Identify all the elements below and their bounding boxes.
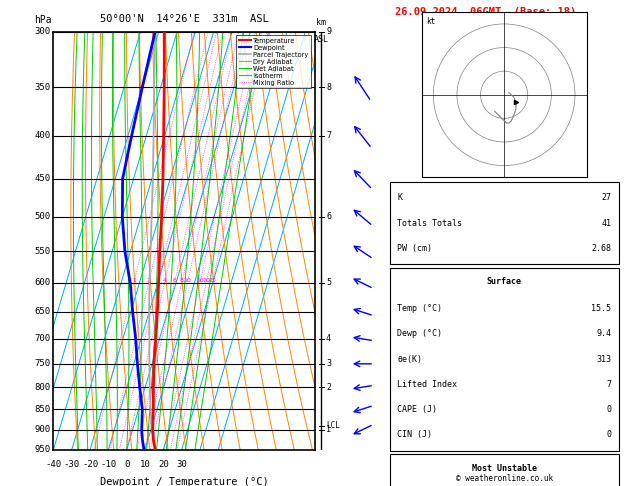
- Text: 50°00'N  14°26'E  331m  ASL: 50°00'N 14°26'E 331m ASL: [99, 14, 269, 24]
- Text: ASL: ASL: [314, 35, 329, 44]
- Text: 900: 900: [35, 425, 51, 434]
- Text: 41: 41: [601, 219, 611, 227]
- Text: Dewpoint / Temperature (°C): Dewpoint / Temperature (°C): [99, 477, 269, 486]
- Text: 313: 313: [596, 355, 611, 364]
- Text: LCL: LCL: [326, 421, 340, 431]
- Text: 0: 0: [124, 460, 130, 469]
- Text: 2: 2: [326, 383, 331, 392]
- Text: 850: 850: [35, 405, 51, 414]
- Text: 9.4: 9.4: [596, 330, 611, 338]
- Text: 350: 350: [35, 83, 51, 92]
- Text: 3: 3: [156, 278, 160, 283]
- Text: 30: 30: [176, 460, 187, 469]
- Text: 500: 500: [35, 212, 51, 221]
- Text: 750: 750: [35, 359, 51, 368]
- Text: 950: 950: [35, 445, 51, 454]
- Text: 27: 27: [601, 193, 611, 202]
- Text: 8: 8: [326, 83, 331, 92]
- Text: Surface: Surface: [487, 278, 521, 286]
- Text: 10: 10: [140, 460, 150, 469]
- Text: 3: 3: [326, 359, 331, 368]
- Text: 1: 1: [326, 425, 331, 434]
- Text: 400: 400: [35, 131, 51, 140]
- Text: -20: -20: [82, 460, 98, 469]
- Text: 1: 1: [132, 278, 136, 283]
- Text: 4: 4: [162, 278, 167, 283]
- Text: 450: 450: [35, 174, 51, 183]
- Text: 5: 5: [326, 278, 331, 287]
- Text: 0: 0: [606, 431, 611, 439]
- Text: 8: 8: [180, 278, 184, 283]
- Text: 650: 650: [35, 308, 51, 316]
- Text: 26.09.2024  06GMT  (Base: 18): 26.09.2024 06GMT (Base: 18): [394, 7, 576, 17]
- Text: 25: 25: [208, 278, 216, 283]
- Text: 20: 20: [202, 278, 210, 283]
- Text: CIN (J): CIN (J): [397, 431, 432, 439]
- Text: 15.5: 15.5: [591, 304, 611, 313]
- Text: © weatheronline.co.uk: © weatheronline.co.uk: [455, 474, 553, 483]
- Legend: Temperature, Dewpoint, Parcel Trajectory, Dry Adiabat, Wet Adiabat, Isotherm, Mi: Temperature, Dewpoint, Parcel Trajectory…: [236, 35, 311, 88]
- Text: hPa: hPa: [35, 16, 52, 25]
- Bar: [390, 182, 618, 264]
- Text: PW (cm): PW (cm): [397, 244, 432, 253]
- Text: Dewp (°C): Dewp (°C): [397, 330, 442, 338]
- Text: kt: kt: [426, 17, 435, 26]
- Text: CAPE (J): CAPE (J): [397, 405, 437, 414]
- Text: 600: 600: [35, 278, 51, 287]
- Text: Lifted Index: Lifted Index: [397, 380, 457, 389]
- Text: 7: 7: [326, 131, 331, 140]
- Text: θe(K): θe(K): [397, 355, 422, 364]
- Text: -40: -40: [45, 460, 62, 469]
- Text: 9: 9: [326, 27, 331, 36]
- Text: 6: 6: [326, 212, 331, 221]
- Text: Totals Totals: Totals Totals: [397, 219, 462, 227]
- Text: Temp (°C): Temp (°C): [397, 304, 442, 313]
- Text: 2: 2: [147, 278, 150, 283]
- Bar: [390, 454, 618, 486]
- Text: 800: 800: [35, 383, 51, 392]
- Text: 7: 7: [606, 380, 611, 389]
- Text: 300: 300: [35, 27, 51, 36]
- Text: 16: 16: [196, 278, 204, 283]
- Text: -10: -10: [101, 460, 116, 469]
- Text: Most Unstable: Most Unstable: [472, 464, 537, 473]
- Text: 6: 6: [172, 278, 176, 283]
- Text: 0: 0: [606, 405, 611, 414]
- Text: km: km: [316, 18, 326, 27]
- Text: 2.68: 2.68: [591, 244, 611, 253]
- Text: 10: 10: [184, 278, 191, 283]
- Text: 4: 4: [326, 334, 331, 343]
- Bar: [390, 268, 618, 451]
- Text: K: K: [397, 193, 402, 202]
- Text: 550: 550: [35, 247, 51, 256]
- Text: 700: 700: [35, 334, 51, 343]
- Text: -30: -30: [64, 460, 80, 469]
- Text: 20: 20: [158, 460, 169, 469]
